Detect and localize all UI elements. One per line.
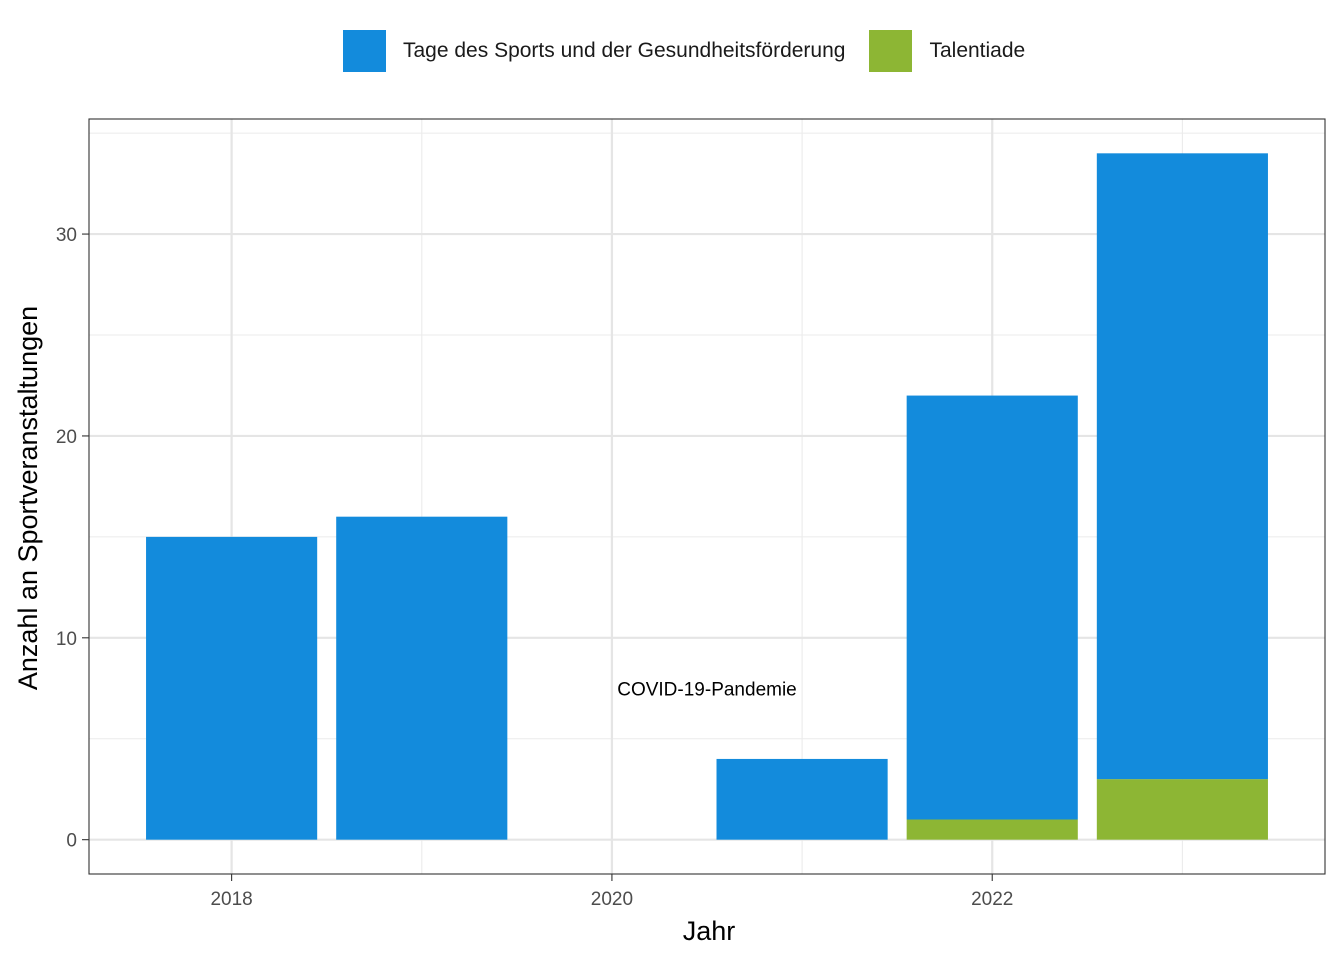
y-tick-label: 10 [56, 629, 77, 650]
annotation-covid: COVID-19-Pandemie [617, 679, 797, 700]
legend-key-tage-des-sports [343, 30, 386, 72]
legend-key-talentiade [869, 30, 913, 72]
bars [146, 153, 1268, 840]
axes: 2018 2020 2022 0 10 20 30 [56, 225, 1014, 910]
bar-2022-talentiade [906, 819, 1078, 840]
x-tick-label: 2018 [210, 889, 252, 910]
legend: Tage des Sports und der Gesundheitsförde… [343, 30, 1049, 72]
bar-2021-tage-des-sports [716, 758, 888, 840]
bar-2023-tage-des-sports [1096, 153, 1268, 780]
y-tick-label: 20 [56, 427, 77, 448]
legend-label-talentiade: Talentiade [929, 39, 1026, 62]
y-axis-title: Anzahl an Sportveranstaltungen [13, 306, 43, 690]
panel-border [88, 118, 1326, 875]
bar-2023-talentiade [1096, 779, 1268, 840]
y-tick-label: 30 [56, 225, 77, 246]
y-tick-label: 0 [66, 831, 77, 852]
x-axis-title: Jahr [683, 916, 736, 946]
x-tick-label: 2020 [591, 889, 633, 910]
legend-label-tage-des-sports: Tage des Sports und der Gesundheitsförde… [403, 39, 846, 62]
bar-2022-tage-des-sports [906, 395, 1078, 820]
x-tick-label: 2022 [971, 889, 1013, 910]
bar-2019-tage-des-sports [336, 516, 508, 840]
bar-2018-tage-des-sports [146, 536, 318, 840]
